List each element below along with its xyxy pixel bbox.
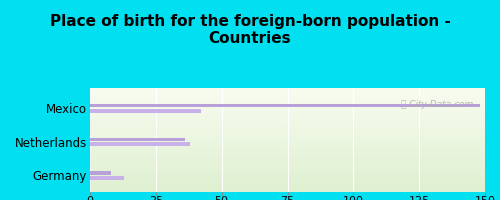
Bar: [90, 142, 190, 146]
Bar: [90, 171, 111, 175]
Text: Place of birth for the foreign-born population -
Countries: Place of birth for the foreign-born popu…: [50, 14, 450, 46]
Bar: [90, 104, 479, 107]
Text: ⓘ City-Data.com: ⓘ City-Data.com: [401, 100, 473, 109]
Bar: [90, 138, 185, 141]
Bar: [90, 176, 124, 180]
Bar: [90, 109, 200, 113]
